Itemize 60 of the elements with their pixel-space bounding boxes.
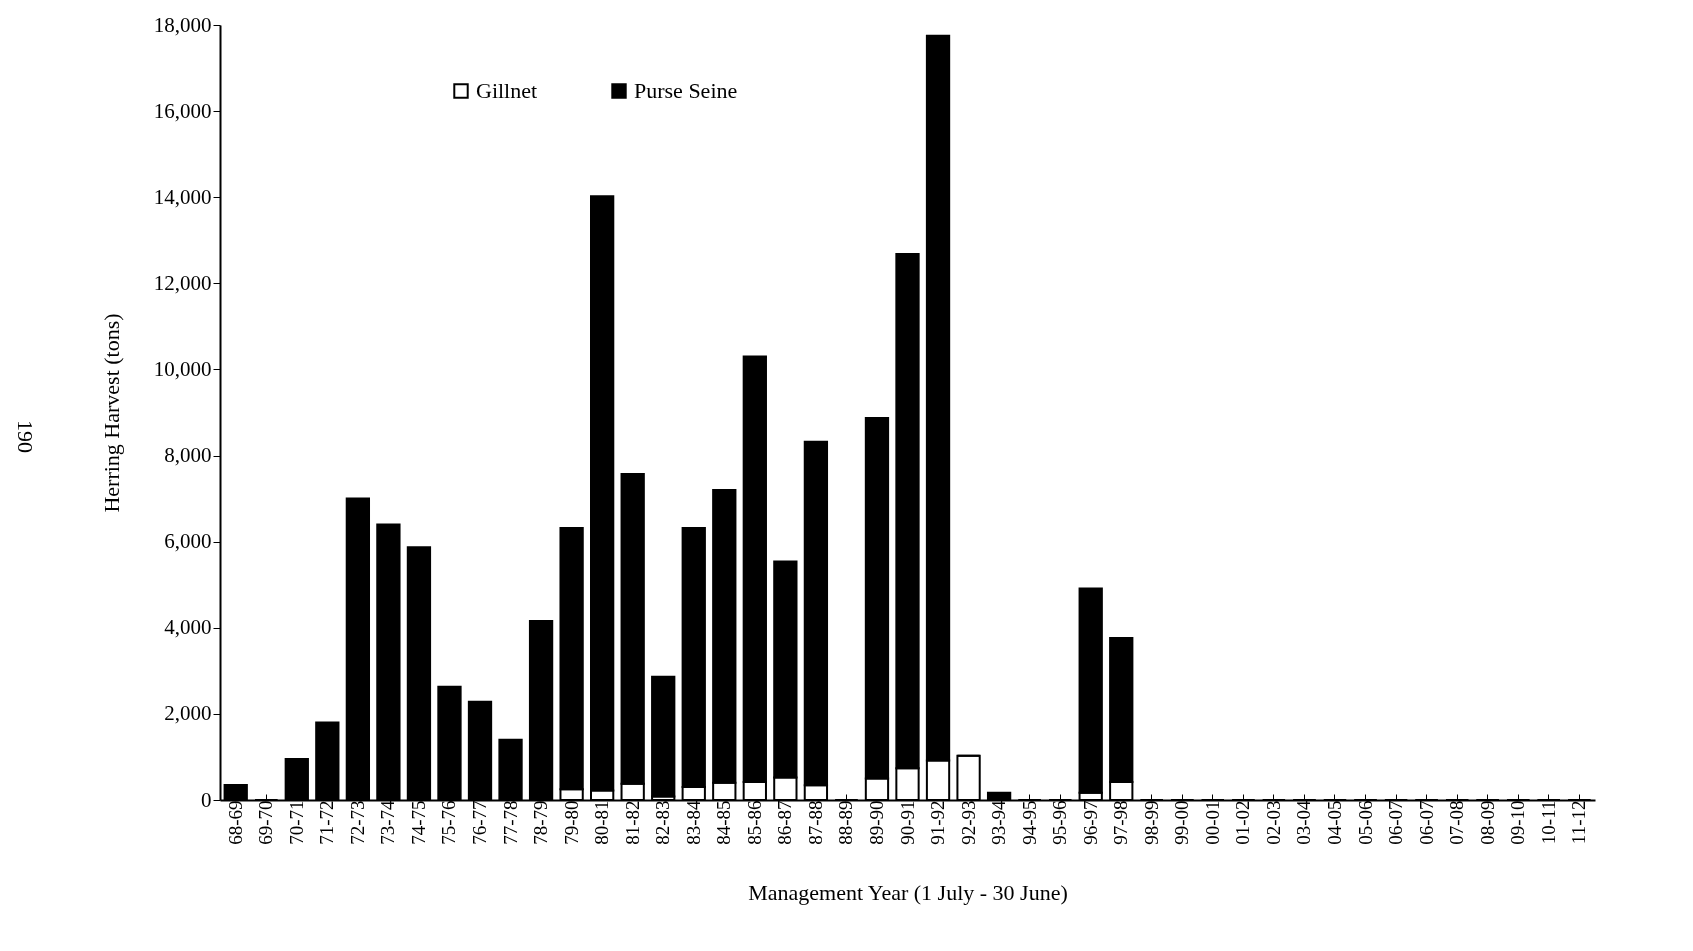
- x-tick-label: 04-05: [1323, 800, 1345, 845]
- y-tick-label: 2,000: [164, 701, 212, 726]
- y-tick-label: 10,000: [153, 356, 212, 381]
- y-tick-label: 18,000: [153, 12, 212, 37]
- x-tick-label: 01-02: [1232, 800, 1254, 845]
- x-tick-label: 70-71: [285, 800, 307, 845]
- x-tick-label: 75-76: [438, 800, 460, 845]
- x-tick-label: 69-70: [255, 800, 277, 845]
- x-tick-label: 02-03: [1262, 800, 1284, 845]
- x-tick-label: 78-79: [530, 800, 552, 845]
- x-tick-label: 74-75: [407, 800, 429, 845]
- x-tick-label: 97-98: [1110, 800, 1132, 845]
- x-tick-label: 85-86: [743, 800, 765, 845]
- x-tick-label: 00-01: [1201, 800, 1223, 845]
- x-tick-label: 98-99: [1140, 800, 1162, 845]
- y-tick-label: 0: [201, 787, 212, 812]
- x-tick-label: 99-00: [1171, 800, 1193, 845]
- x-tick-label: 71-72: [316, 800, 338, 845]
- x-tick-label: 83-84: [682, 800, 704, 845]
- x-tick-label: 92-93: [957, 800, 979, 845]
- x-tick-label: 80-81: [591, 800, 613, 845]
- y-tick-label: 4,000: [164, 615, 212, 640]
- y-tick-label: 6,000: [164, 529, 212, 554]
- x-tick-label: 08-09: [1476, 800, 1498, 845]
- x-tick-label: 87-88: [804, 800, 826, 845]
- legend-label: Purse Seine: [634, 78, 738, 103]
- x-tick-label: 84-85: [713, 800, 735, 845]
- x-tick-label: 10-11: [1537, 800, 1559, 845]
- x-tick-label: 93-94: [988, 800, 1010, 845]
- x-tick-label: 86-87: [774, 800, 796, 845]
- y-tick-label: 16,000: [153, 98, 212, 123]
- x-tick-label: 06-07: [1415, 800, 1437, 845]
- y-tick-label: 8,000: [164, 443, 212, 468]
- x-tick-label: 96-97: [1079, 800, 1101, 845]
- y-tick-label: 14,000: [153, 184, 212, 209]
- x-tick-label: 95-96: [1049, 800, 1071, 845]
- x-tick-label: 06-07: [1385, 800, 1407, 845]
- x-tick-label: 94-95: [1018, 800, 1040, 845]
- x-tick-label: 79-80: [560, 800, 582, 845]
- x-tick-label: 91-92: [927, 800, 949, 845]
- text: 190: [12, 420, 38, 453]
- legend-label: Gillnet: [476, 78, 538, 103]
- x-tick-label: 09-10: [1507, 800, 1529, 845]
- x-tick-label: 90-91: [896, 800, 918, 845]
- x-tick-label: 76-77: [469, 800, 491, 845]
- x-tick-label: 82-83: [652, 800, 674, 845]
- x-tick-label: 77-78: [499, 800, 521, 845]
- x-tick-label: 05-06: [1354, 800, 1376, 845]
- y-axis-title: Herring Harvest (tons): [98, 313, 124, 513]
- y-tick-label: 12,000: [153, 270, 212, 295]
- x-tick-label: 81-82: [621, 800, 643, 845]
- x-tick-label: 72-73: [346, 800, 368, 845]
- x-tick-label: 89-90: [865, 800, 887, 845]
- x-tick-label: 88-89: [835, 800, 857, 845]
- x-tick-label: 07-08: [1446, 800, 1468, 845]
- x-axis-title: Management Year (1 July - 30 June): [748, 879, 1068, 905]
- x-tick-label: 11-12: [1568, 800, 1590, 845]
- x-tick-label: 03-04: [1293, 800, 1315, 845]
- x-tick-label: 68-69: [224, 800, 246, 845]
- x-tick-label: 73-74: [377, 800, 399, 845]
